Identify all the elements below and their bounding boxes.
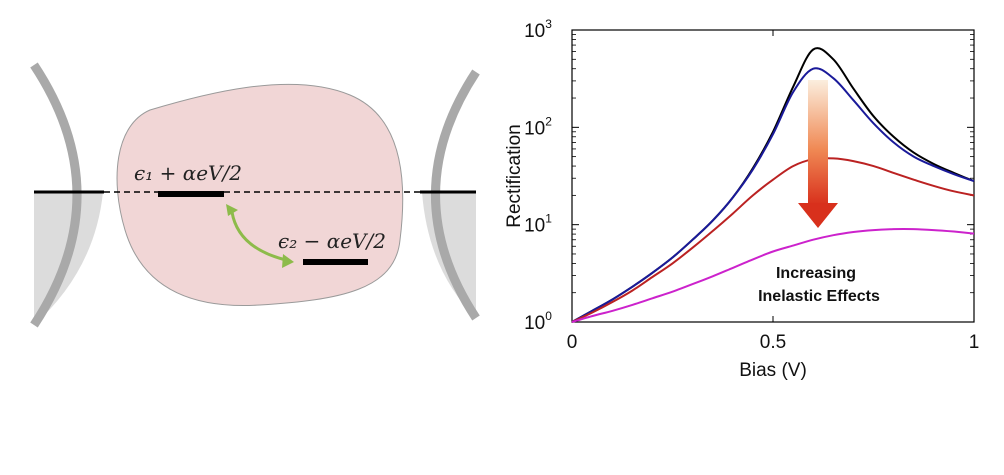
y-axis-label: Rectification [504,124,525,228]
series-line-3 [571,157,975,323]
right-electrode [422,69,480,321]
series-group [571,47,975,323]
junction-schematic: ϵ₁ + αeV/2 ϵ₂ − αeV/2 [0,62,480,328]
x-tick-label: 1 [969,332,980,353]
annotation-line-1: Increasing [776,265,856,282]
x-tick-label: 0 [567,332,578,353]
inelastic-effects-arrow [798,80,838,228]
y-tick-label: 102 [524,114,552,139]
rectification-chart: 0 0.5 1 100 101 102 103 Increasing Inelastic E… [504,17,980,381]
energy-level-1-label: ϵ₁ + αeV/2 [134,161,242,185]
x-tick-label: 0.5 [760,332,786,353]
hopping-arrow [226,204,294,268]
left-electrode [0,62,103,328]
y-tick-label: 101 [524,212,552,237]
energy-level-2-label: ϵ₂ − αeV/2 [278,229,386,253]
x-axis-label: Bias (V) [739,360,807,381]
y-tick-label: 103 [524,17,552,42]
series-line-2 [571,67,975,323]
series-line-4 [571,228,975,323]
plot-area [571,29,975,323]
y-tick-label: 100 [524,309,552,334]
molecule-region [116,83,404,307]
annotation-line-2: Inelastic Effects [758,288,880,305]
